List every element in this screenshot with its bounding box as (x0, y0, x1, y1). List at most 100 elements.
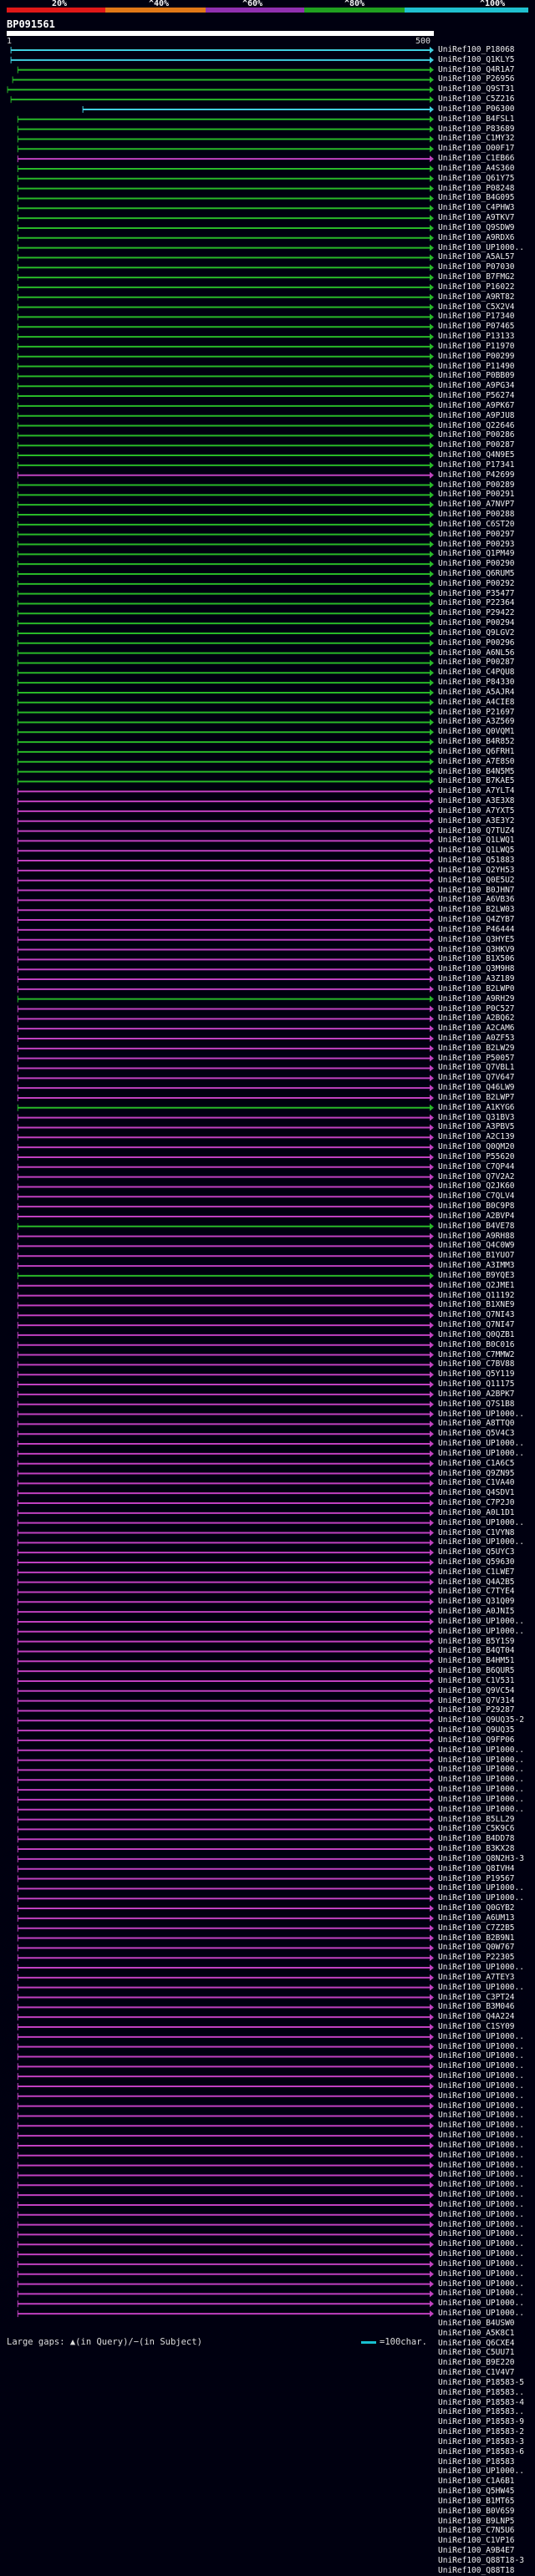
hit-name-link[interactable]: UniRef100_P21697 (438, 707, 515, 717)
hit-name-link[interactable]: UniRef100_B4VE78 (438, 1221, 515, 1231)
hit-name-link[interactable]: UniRef100_UP1000.. (438, 2229, 524, 2239)
hit-name-link[interactable]: UniRef100_A2BQ62 (438, 1014, 515, 1024)
hit-name-link[interactable]: UniRef100_UP1000.. (438, 1517, 524, 1527)
hit-name-link[interactable]: UniRef100_B2B9N1 (438, 1933, 515, 1943)
hit-name-link[interactable]: UniRef100_C6ST20 (438, 519, 515, 529)
hit-name-link[interactable]: UniRef100_A6VB36 (438, 895, 515, 905)
hit-name-link[interactable]: UniRef100_Q0VQM1 (438, 727, 515, 737)
hit-name-link[interactable]: UniRef100_C5UU71 (438, 2348, 515, 2358)
hit-name-link[interactable]: UniRef100_P26956 (438, 74, 515, 84)
hit-name-link[interactable]: UniRef100_UP1000.. (438, 2239, 524, 2249)
hit-name-link[interactable]: UniRef100_C7QP44 (438, 1161, 515, 1171)
hit-name-link[interactable]: UniRef100_A4CIE8 (438, 697, 515, 707)
hit-name-link[interactable]: UniRef100_C5Z216 (438, 94, 515, 104)
hit-name-link[interactable]: UniRef100_P22305 (438, 1953, 515, 1963)
hit-name-link[interactable]: UniRef100_P00289 (438, 480, 515, 490)
hit-name-link[interactable]: UniRef100_C1V4V7 (438, 2368, 515, 2378)
hit-name-link[interactable]: UniRef100_Q7VBL1 (438, 1063, 515, 1073)
hit-name-link[interactable]: UniRef100_B1XNE9 (438, 1300, 515, 1310)
hit-name-link[interactable]: UniRef100_UP1000.. (438, 2101, 524, 2111)
hit-name-link[interactable]: UniRef100_B0JHN7 (438, 885, 515, 895)
hit-name-link[interactable]: UniRef100_Q0QZB1 (438, 1329, 515, 1339)
hit-name-link[interactable]: UniRef100_P00299 (438, 351, 515, 361)
hit-name-link[interactable]: UniRef100_P29287 (438, 1705, 515, 1715)
hit-name-link[interactable]: UniRef100_A6NL56 (438, 648, 515, 658)
hit-name-link[interactable]: UniRef100_UP1000.. (438, 1439, 524, 1449)
hit-name-link[interactable]: UniRef100_P0BB09 (438, 371, 515, 381)
hit-name-link[interactable]: UniRef100_B7KAE5 (438, 776, 515, 786)
hit-name-link[interactable]: UniRef100_Q4N9E5 (438, 450, 515, 460)
hit-name-link[interactable]: UniRef100_A0L1D1 (438, 1507, 515, 1517)
hit-name-link[interactable]: UniRef100_P11970 (438, 341, 515, 351)
hit-name-link[interactable]: UniRef100_UP1000.. (438, 1794, 524, 1804)
hit-name-link[interactable]: UniRef100_A2BVP4 (438, 1211, 515, 1221)
hit-name-link[interactable]: UniRef100_B5Y1S9 (438, 1636, 515, 1646)
hit-name-link[interactable]: UniRef100_B2LW29 (438, 1043, 515, 1053)
hit-name-link[interactable]: UniRef100_UP1000.. (438, 2289, 524, 2299)
hit-name-link[interactable]: UniRef100_A5AL57 (438, 252, 515, 262)
hit-name-link[interactable]: UniRef100_UP1000.. (438, 1775, 524, 1785)
hit-name-link[interactable]: UniRef100_UP1000.. (438, 1883, 524, 1893)
hit-name-link[interactable]: UniRef100_P00294 (438, 618, 515, 628)
hit-name-link[interactable]: UniRef100_Q9SDW9 (438, 222, 515, 232)
hit-name-link[interactable]: UniRef100_P08248 (438, 183, 515, 193)
hit-name-link[interactable]: UniRef100_A3Z569 (438, 717, 515, 727)
hit-name-link[interactable]: UniRef100_Q31BV3 (438, 1112, 515, 1122)
hit-name-link[interactable]: UniRef100_A9RDX6 (438, 232, 515, 242)
hit-name-link[interactable]: UniRef100_C3PT24 (438, 1992, 515, 2002)
hit-name-link[interactable]: UniRef100_Q3M9H8 (438, 964, 515, 974)
hit-name-link[interactable]: UniRef100_Q5Y119 (438, 1369, 515, 1379)
hit-name-link[interactable]: UniRef100_Q22646 (438, 420, 515, 430)
hit-name-link[interactable]: UniRef100_A9TKV7 (438, 213, 515, 223)
hit-name-link[interactable]: UniRef100_Q3HKV9 (438, 944, 515, 954)
hit-name-link[interactable]: UniRef100_P07030 (438, 262, 515, 272)
hit-name-link[interactable]: UniRef100_Q88T18-3 (438, 2555, 524, 2565)
hit-name-link[interactable]: UniRef100_Q7NI47 (438, 1320, 515, 1330)
hit-name-link[interactable]: UniRef100_B4QT04 (438, 1646, 515, 1656)
hit-name-link[interactable]: UniRef100_P13133 (438, 332, 515, 342)
hit-name-link[interactable]: UniRef100_A5K8C1 (438, 2328, 515, 2338)
hit-name-link[interactable]: UniRef100_C1SY09 (438, 2022, 515, 2031)
hit-name-link[interactable]: UniRef100_Q3HYE5 (438, 934, 515, 944)
hit-name-link[interactable]: UniRef100_UP1000.. (438, 2249, 524, 2259)
hit-name-link[interactable]: UniRef100_P35477 (438, 588, 515, 598)
hit-name-link[interactable]: UniRef100_UP1000.. (438, 1409, 524, 1419)
hit-name-link[interactable]: UniRef100_Q4R1A7 (438, 64, 515, 74)
hit-name-link[interactable]: UniRef100_UP1000.. (438, 2180, 524, 2190)
hit-name-link[interactable]: UniRef100_Q9UQ35 (438, 1725, 515, 1735)
hit-name-link[interactable]: UniRef100_C1V531 (438, 1675, 515, 1685)
hit-name-link[interactable]: UniRef100_P84330 (438, 678, 515, 688)
hit-name-link[interactable]: UniRef100_P17340 (438, 312, 515, 322)
hit-name-link[interactable]: UniRef100_B4HM51 (438, 1656, 515, 1666)
hit-name-link[interactable]: UniRef100_UP1000.. (438, 2170, 524, 2180)
hit-name-link[interactable]: UniRef100_P00293 (438, 539, 515, 549)
hit-name-link[interactable]: UniRef100_B3KX28 (438, 1844, 515, 1854)
hit-name-link[interactable]: UniRef100_B1X506 (438, 954, 515, 964)
hit-name-link[interactable]: UniRef100_UP1000.. (438, 1893, 524, 1903)
hit-name-link[interactable]: UniRef100_UP1000.. (438, 2467, 524, 2477)
hit-name-link[interactable]: UniRef100_UP1000.. (438, 2061, 524, 2071)
hit-name-link[interactable]: UniRef100_A3PBV5 (438, 1122, 515, 1132)
hit-name-link[interactable]: UniRef100_UP1000.. (438, 1785, 524, 1795)
hit-name-link[interactable]: UniRef100_B9LNP5 (438, 2516, 515, 2526)
hit-name-link[interactable]: UniRef100_A5AJR4 (438, 687, 515, 697)
hit-name-link[interactable]: UniRef100_Q51883 (438, 856, 515, 866)
hit-name-link[interactable]: UniRef100_UP1000.. (438, 1963, 524, 1973)
hit-name-link[interactable]: UniRef100_B6QUR5 (438, 1666, 515, 1676)
hit-name-link[interactable]: UniRef100_P18583-4 (438, 2397, 524, 2407)
hit-name-link[interactable]: UniRef100_UP1000.. (438, 1616, 524, 1626)
hit-name-link[interactable]: UniRef100_C1VYN8 (438, 1527, 515, 1537)
hit-name-link[interactable]: UniRef100_P46444 (438, 924, 515, 934)
hit-name-link[interactable]: UniRef100_UP1000.. (438, 2209, 524, 2219)
hit-name-link[interactable]: UniRef100_Q7TUZ4 (438, 826, 515, 836)
hit-name-link[interactable]: UniRef100_A4S360 (438, 163, 515, 173)
hit-name-link[interactable]: UniRef100_C1A6C5 (438, 1458, 515, 1468)
hit-name-link[interactable]: UniRef100_B2LWP7 (438, 1092, 515, 1102)
hit-name-link[interactable]: UniRef100_UP1000.. (438, 2199, 524, 2209)
hit-name-link[interactable]: UniRef100_P00286 (438, 430, 515, 440)
hit-name-link[interactable]: UniRef100_B2LWP0 (438, 983, 515, 993)
hit-name-link[interactable]: UniRef100_Q2JME1 (438, 1280, 515, 1290)
hit-name-link[interactable]: UniRef100_C7MMW2 (438, 1349, 515, 1359)
hit-name-link[interactable]: UniRef100_Q1PM49 (438, 549, 515, 559)
hit-name-link[interactable]: UniRef100_P55620 (438, 1151, 515, 1161)
